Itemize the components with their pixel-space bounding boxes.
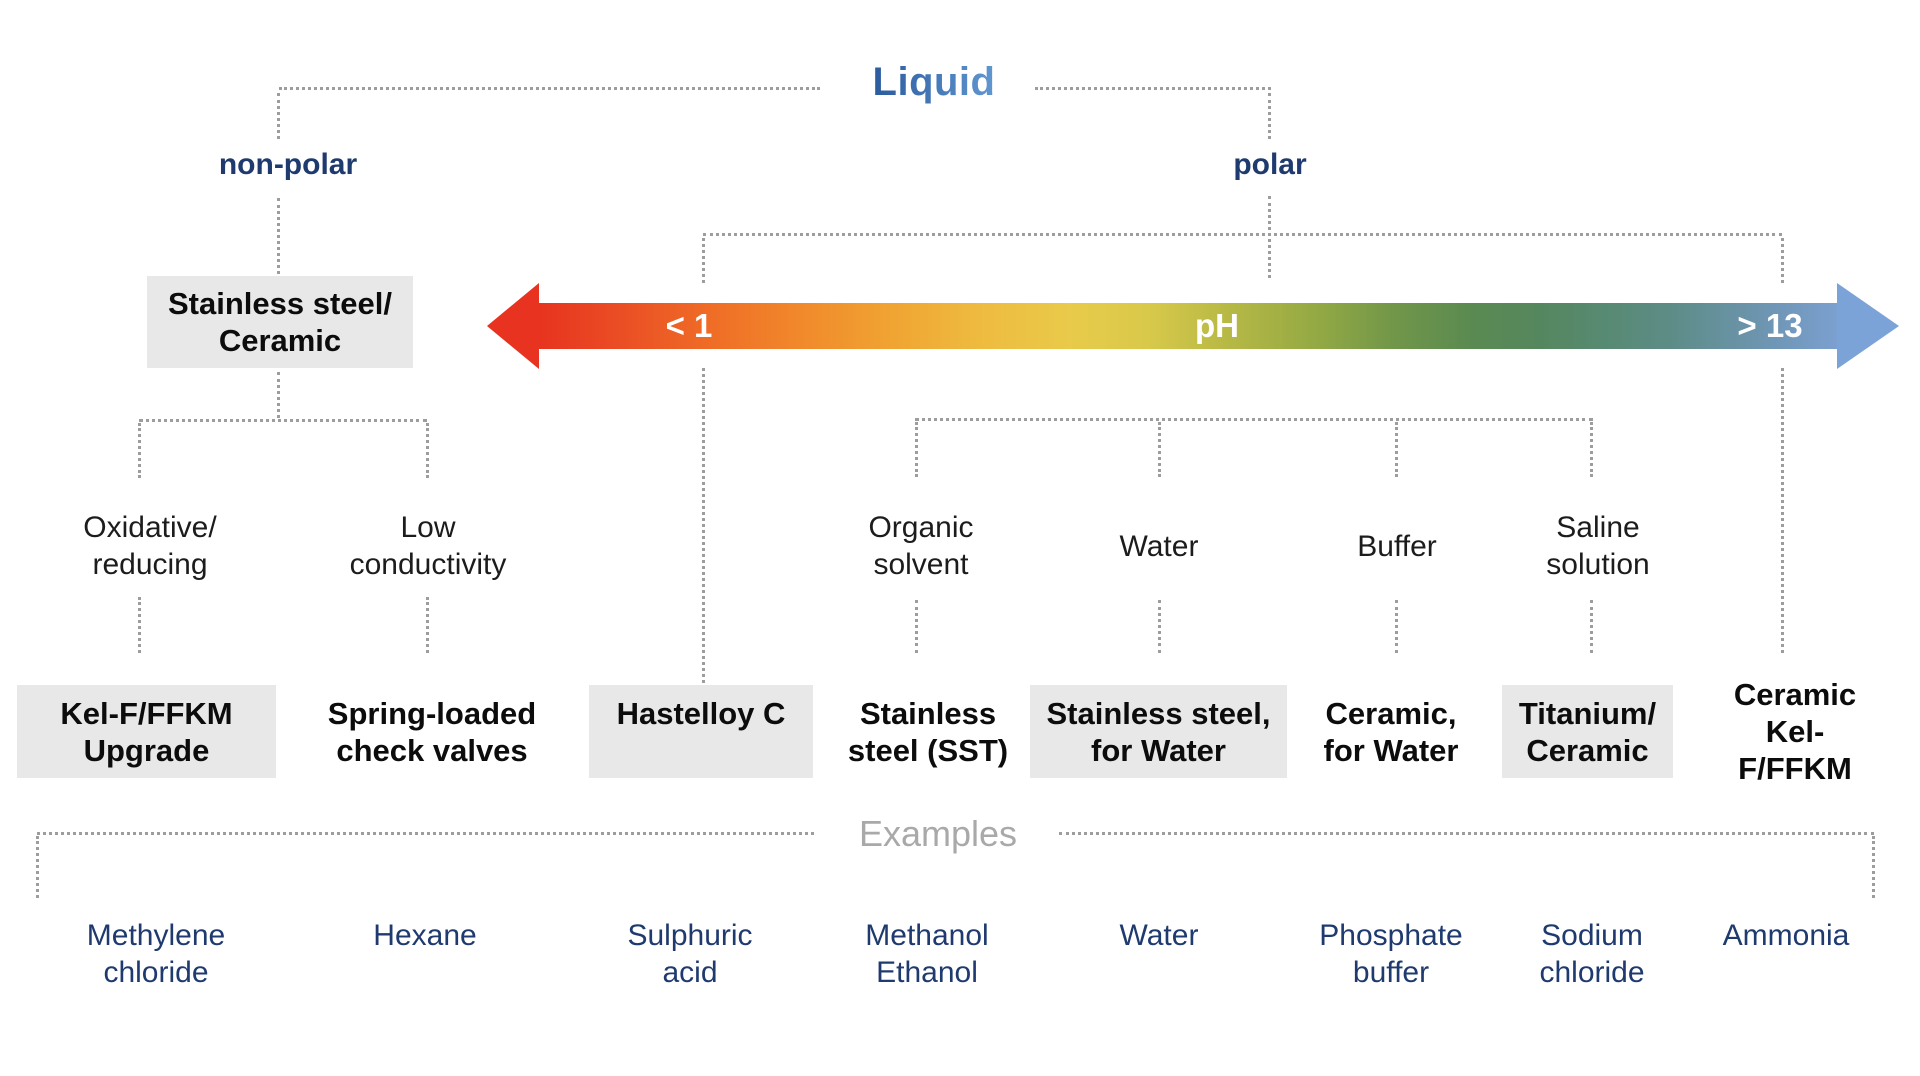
ph-gradient-bar	[537, 303, 1838, 349]
example-ammonia: Ammonia	[1722, 919, 1850, 952]
material-spring-loaded-check-valves: Spring-loaded check valves	[327, 695, 537, 768]
connector-to-oxidative	[138, 423, 141, 478]
arrow-head-right	[1837, 283, 1899, 369]
connector-nonpolar-to-box	[277, 198, 280, 274]
ph-scale-arrow: < 1 pH > 13	[487, 283, 1899, 369]
connector-nonpolar-bracket	[139, 419, 427, 422]
connector-examples-drop-left	[36, 836, 39, 898]
connector-base-to-ceramic	[1781, 368, 1784, 653]
example-methylene-chloride: Methylene chloride	[86, 919, 226, 989]
example-sodium-chloride: Sodium chloride	[1539, 919, 1645, 989]
arrow-head-left	[487, 283, 539, 369]
material-box-stainless-ceramic: Stainless steel/ Ceramic	[147, 276, 413, 368]
condition-saline-solution: Saline solution	[1546, 511, 1650, 581]
material-box-hastelloy-c: Hastelloy C	[589, 685, 813, 778]
connector-examples-drop-right	[1872, 836, 1875, 898]
ph-label-center: pH	[1195, 307, 1239, 344]
connector-box-down	[277, 372, 280, 418]
connector-to-organic-solvent	[915, 422, 918, 477]
connector-examples-left	[37, 832, 814, 835]
ph-label-acid: < 1	[665, 307, 713, 344]
connector-liquid-to-polar	[1268, 93, 1271, 139]
connector-liquid-to-nonpolar	[277, 93, 280, 139]
example-phosphate-buffer: Phosphate buffer	[1319, 919, 1463, 989]
connector-to-saline	[1590, 422, 1593, 477]
connector-organic-down	[915, 600, 918, 653]
connector-polar-down	[1268, 196, 1271, 278]
material-ceramic-for-water: Ceramic, for Water	[1323, 695, 1459, 768]
connector-liquid-right	[1035, 87, 1271, 90]
material-box-titanium-ceramic: Titanium/ Ceramic	[1502, 685, 1673, 778]
connector-to-buffer	[1395, 422, 1398, 477]
connector-water-down	[1158, 600, 1161, 653]
connector-liquid-left	[279, 87, 820, 90]
condition-buffer: Buffer	[1357, 529, 1437, 563]
material-stainless-steel-sst: Stainless steel (SST)	[847, 695, 1009, 768]
connector-polar-sub-bracket	[915, 418, 1593, 421]
condition-oxidative-reducing: Oxidative/ reducing	[83, 511, 217, 581]
diagram-title: Liquid	[872, 60, 996, 104]
condition-low-conductivity: Low conductivity	[349, 511, 507, 581]
connector-to-low-conductivity	[426, 423, 429, 478]
ph-label-base: > 13	[1737, 307, 1803, 344]
examples-heading: Examples	[858, 813, 1018, 854]
connector-saline-down	[1590, 600, 1593, 653]
example-sulphuric-acid: Sulphuric acid	[627, 919, 753, 989]
material-box-kelf-ffkm: Kel-F/FFKM Upgrade	[17, 685, 276, 778]
connector-polar-bracket	[703, 233, 1782, 236]
connector-bracket-to-acid	[702, 238, 705, 283]
branch-non-polar: non-polar	[218, 148, 358, 181]
material-box-stainless-for-water: Stainless steel, for Water	[1030, 685, 1287, 778]
example-methanol-ethanol: Methanol Ethanol	[865, 919, 989, 989]
material-ceramic-kelf-ffkm: Ceramic Kel-F/FFKM	[1733, 677, 1857, 786]
branch-polar: polar	[1233, 148, 1307, 181]
connector-examples-right	[1059, 832, 1874, 835]
example-water: Water	[1119, 919, 1199, 952]
connector-acid-to-hastelloy	[702, 368, 705, 683]
connector-to-water	[1158, 422, 1161, 477]
condition-water: Water	[1119, 529, 1199, 563]
condition-organic-solvent: Organic solvent	[868, 511, 974, 581]
example-hexane: Hexane	[373, 919, 477, 952]
connector-low-conductivity-down	[426, 597, 429, 653]
connector-oxidative-down	[138, 597, 141, 653]
connector-buffer-down	[1395, 600, 1398, 653]
connector-bracket-to-base	[1781, 238, 1784, 283]
